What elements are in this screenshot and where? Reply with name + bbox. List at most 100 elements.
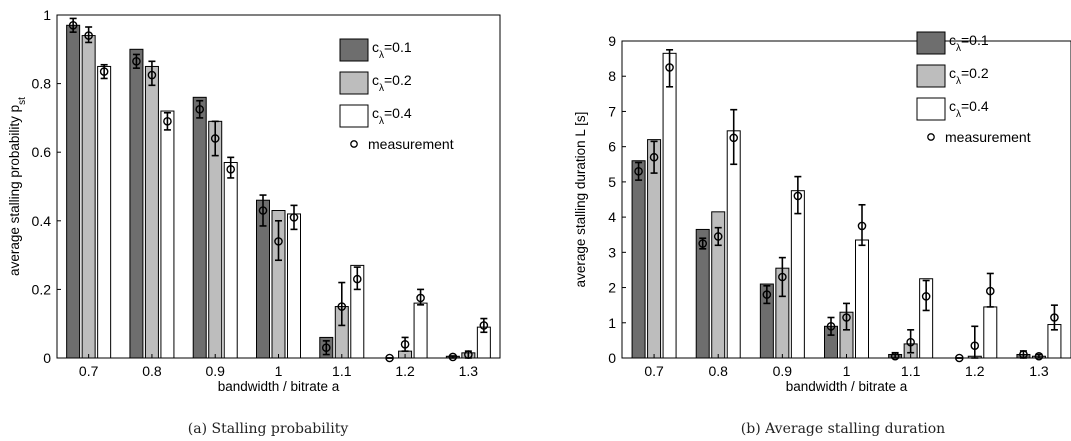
measurement-point-1.2-3 — [416, 293, 425, 303]
bar-0.7-series-2 — [81, 35, 96, 359]
legend-label-subscript: λ — [956, 76, 961, 87]
y-tick-label: 3 — [608, 244, 616, 260]
legend-swatch-2 — [339, 71, 369, 95]
bar-0.9-series-3 — [790, 190, 805, 359]
measurement-point-1-2 — [274, 237, 283, 246]
y-axis-label-main: average stalling probability p — [7, 105, 22, 276]
legend-label-3: cλ=0.4 — [372, 105, 412, 127]
legend-measurement-marker — [350, 140, 358, 148]
bar-0.7-series-1 — [631, 160, 646, 359]
chart-b: 0.7 0.8 0.9 1 1.1 1.2 1.3 0 1 2 3 4 5 6 7 8 9 bandwidth /… — [573, 31, 1071, 437]
legend-label-subscript: λ — [379, 83, 384, 94]
measurement-point-1.2-3 — [985, 286, 995, 296]
measurement-point-1.3-2 — [1034, 351, 1044, 361]
x-tick-label: 1.3 — [459, 363, 479, 379]
bar-0.8-series-3 — [160, 110, 175, 359]
measurement-point-0.7-3 — [99, 67, 109, 76]
y-axis-label: average stalling duration L [s] — [573, 112, 588, 288]
y-tick-label: 2 — [608, 280, 616, 296]
y-tick-label: 0.6 — [32, 144, 52, 160]
measurement-point-1.2-2 — [970, 341, 980, 350]
legend-label-subscript: λ — [956, 109, 961, 120]
legend-label-1: cλ=0.1 — [949, 32, 989, 54]
bar-1.2-series-3 — [983, 306, 998, 359]
measurement-point-1-3 — [857, 221, 867, 231]
bar-0.8-series-1 — [129, 48, 144, 359]
measurement-point-0.8-2 — [713, 232, 723, 241]
legend-label-measurement: measurement — [368, 136, 454, 152]
measurement-point-0.8-3 — [163, 117, 172, 126]
measurement-point-0.9-2 — [210, 134, 220, 143]
measurement-point-1.1-3 — [352, 274, 362, 284]
legend-label-subscript: λ — [379, 116, 384, 127]
x-tick-label: 0.9 — [773, 363, 793, 379]
bar-0.8-series-2 — [144, 65, 159, 359]
x-tick-label: 1.1 — [901, 363, 921, 379]
legend-swatch-3 — [339, 104, 369, 128]
legend-label-subscript: λ — [956, 43, 961, 54]
y-axis-label-main: average stalling duration L [s] — [573, 112, 588, 288]
measurement-point-1.1-2 — [337, 302, 347, 311]
x-tick-label: 0.9 — [205, 363, 225, 379]
caption: (a) Stalling probability — [188, 421, 349, 437]
measurement-point-0.9-3 — [793, 191, 803, 201]
bar-0.9-series-1 — [192, 96, 207, 359]
legend-label-2: cλ=0.2 — [372, 72, 412, 94]
measurement-point-1.3-3 — [1050, 313, 1059, 322]
legend-label-value: =0.4 — [384, 105, 412, 121]
legend-swatch-2 — [916, 64, 946, 88]
y-tick-label: 4 — [608, 209, 616, 225]
x-tick-label: 0.7 — [644, 363, 664, 379]
y-tick-label: 6 — [608, 139, 616, 155]
x-tick-label: 1.1 — [332, 363, 352, 379]
measurement-point-1.2-2 — [400, 339, 410, 349]
measurement-point-0.7-1 — [68, 20, 78, 30]
measurement-point-1.3-3 — [479, 321, 489, 330]
measurement-point-0.9-1 — [762, 290, 772, 299]
x-axis-label: bandwidth / bitrate a — [786, 379, 908, 394]
legend-label-value: =0.1 — [384, 39, 412, 55]
measurement-point-1-2 — [842, 313, 851, 322]
x-tick-label: 1.3 — [1029, 363, 1049, 379]
legend-swatch-3 — [916, 97, 946, 121]
measurement-point-0.8-1 — [132, 57, 141, 66]
measurement-point-0.7-1 — [634, 167, 643, 176]
plot-frame — [621, 40, 1071, 359]
y-tick-label: 1 — [43, 7, 51, 23]
y-tick-label: 0.2 — [32, 281, 52, 297]
legend-label-value: =0.2 — [384, 72, 412, 88]
legend-swatch-1 — [916, 31, 946, 55]
legend-swatch-1 — [339, 38, 369, 62]
x-tick-label: 1 — [275, 363, 283, 379]
measurement-point-0.7-3 — [665, 63, 674, 72]
bar-0.9-series-3 — [223, 161, 238, 359]
measurement-point-0.8-2 — [147, 70, 157, 80]
measurement-point-0.8-3 — [729, 133, 739, 143]
x-tick-label: 0.7 — [79, 363, 99, 379]
legend-label-text: c — [949, 32, 956, 48]
legend-label-text: c — [372, 72, 379, 88]
legend-label-value: =0.2 — [961, 65, 989, 81]
legend-label-text: c — [949, 98, 956, 114]
legend-label-2: cλ=0.2 — [949, 65, 989, 87]
legend-label-measurement: measurement — [945, 129, 1031, 145]
measurement-point-1-1 — [258, 206, 268, 215]
legend-label-text: c — [372, 105, 379, 121]
x-axis-label: bandwidth / bitrate a — [218, 379, 340, 394]
y-tick-label: 0 — [608, 350, 616, 366]
legend-measurement-marker — [927, 133, 935, 141]
y-tick-label: 1 — [608, 315, 616, 331]
measurement-point-1.3-1 — [448, 352, 458, 362]
measurement-point-1-3 — [289, 213, 299, 222]
y-tick-label: 7 — [608, 103, 616, 119]
measurement-point-0.9-3 — [226, 165, 236, 174]
x-tick-label: 0.8 — [142, 363, 162, 379]
x-tick-label: 1.2 — [395, 363, 415, 379]
measurement-point-0.9-1 — [195, 105, 205, 114]
legend-label-text: c — [372, 39, 379, 55]
measurement-point-1.1-3 — [921, 292, 931, 301]
bar-1.2-series-3 — [413, 302, 428, 359]
y-axis-label: average stalling probability pst — [7, 97, 28, 276]
